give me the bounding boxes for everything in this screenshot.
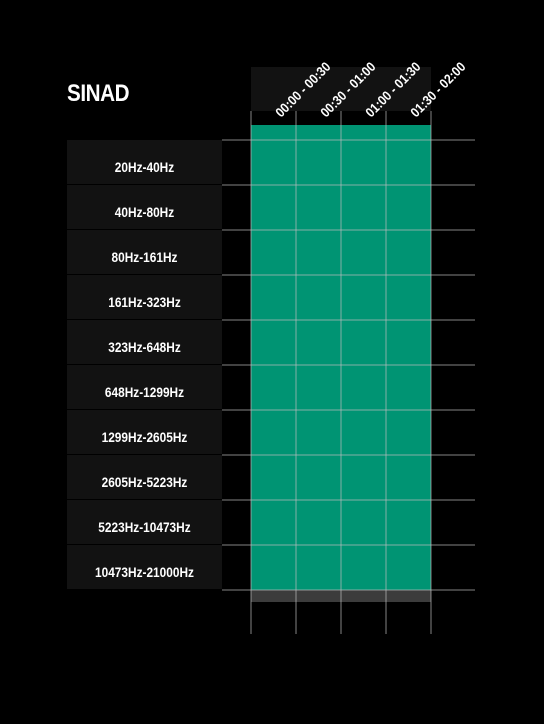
row-label-background (67, 140, 222, 184)
heatmap-cell (251, 455, 296, 500)
heatmap-cell (386, 320, 431, 365)
chart-title: SINAD (67, 80, 130, 107)
heatmap-cell (341, 455, 386, 500)
heatmap-cell (251, 365, 296, 410)
heatmap-cell (386, 275, 431, 320)
row-label-background (67, 320, 222, 364)
heatmap-cell (386, 500, 431, 545)
heatmap-cell (296, 320, 341, 365)
heatmap-cell (251, 185, 296, 230)
heatmap-cell (386, 230, 431, 275)
row-label: 20Hz-40Hz (115, 159, 174, 175)
heatmap-cell (341, 140, 386, 185)
row-label-background (67, 410, 222, 454)
heatmap-cell (251, 545, 296, 590)
heatmap-cell (296, 410, 341, 455)
heatmap-cell (296, 230, 341, 275)
heatmap-cell (341, 545, 386, 590)
heatmap-cell (386, 185, 431, 230)
heatmap-cell (296, 455, 341, 500)
heatmap-cell (341, 320, 386, 365)
row-label-background (67, 230, 222, 274)
heatmap-cell (386, 455, 431, 500)
heatmap-cell (251, 500, 296, 545)
row-label-background (67, 545, 222, 589)
row-label-background (67, 455, 222, 499)
row-label: 2605Hz-5223Hz (102, 474, 188, 490)
heatmap-cell (341, 275, 386, 320)
heatmap-cell (251, 320, 296, 365)
heatmap-cell (251, 230, 296, 275)
row-label-background (67, 275, 222, 319)
row-label: 323Hz-648Hz (108, 339, 181, 355)
heatmap-cell (296, 275, 341, 320)
row-label: 161Hz-323Hz (108, 294, 181, 310)
row-label-background (67, 500, 222, 544)
heatmap-cell (296, 545, 341, 590)
heatmap-cell (341, 500, 386, 545)
row-label: 80Hz-161Hz (112, 249, 178, 265)
heatmap-cell (251, 275, 296, 320)
heatmap-cell (386, 140, 431, 185)
heatmap-cell (341, 230, 386, 275)
heatmap-cell (386, 410, 431, 455)
heatmap-cell (341, 365, 386, 410)
row-label: 40Hz-80Hz (115, 204, 174, 220)
row-label: 648Hz-1299Hz (105, 384, 184, 400)
heatmap-cell (251, 410, 296, 455)
heatmap-cell (296, 140, 341, 185)
row-label: 10473Hz-21000Hz (95, 564, 194, 580)
heatmap-cell (296, 500, 341, 545)
heatmap-cell (296, 365, 341, 410)
heatmap-cell (386, 545, 431, 590)
row-label-background (67, 365, 222, 409)
heatmap-cell (341, 410, 386, 455)
row-label: 1299Hz-2605Hz (102, 429, 188, 445)
heatmap-cell (341, 185, 386, 230)
row-label: 5223Hz-10473Hz (98, 519, 190, 535)
heatmap-cell (386, 365, 431, 410)
heatmap-cell (296, 185, 341, 230)
column-header-band (251, 67, 431, 111)
heatmap-cell (251, 140, 296, 185)
row-label-background (67, 185, 222, 229)
